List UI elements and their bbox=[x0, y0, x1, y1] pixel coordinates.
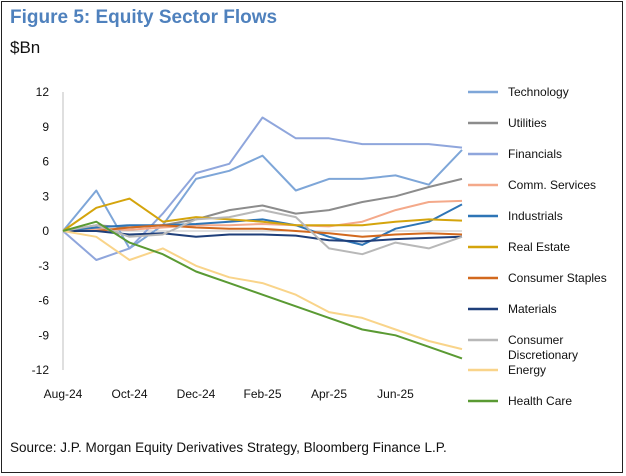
y-tick-label: -6 bbox=[38, 294, 49, 308]
legend-label: Materials bbox=[508, 302, 557, 316]
series-line-industrials bbox=[62, 203, 463, 246]
series-line-consumer-staples bbox=[63, 224, 463, 238]
x-tick-label: Dec-24 bbox=[177, 387, 216, 401]
chart-series-lines bbox=[62, 116, 463, 360]
series-line-real-estate bbox=[62, 197, 463, 232]
legend-label: Technology bbox=[508, 85, 569, 99]
legend-label: Utilities bbox=[508, 116, 547, 130]
legend-label: Energy bbox=[508, 363, 546, 377]
y-tick-label: 9 bbox=[42, 120, 49, 134]
legend-label: Comm. Services bbox=[508, 178, 596, 192]
series-line-health-care bbox=[62, 220, 463, 360]
series-line-comm-services bbox=[62, 199, 463, 232]
chart-title: Figure 5: Equity Sector Flows bbox=[10, 7, 278, 28]
series-line-financials bbox=[62, 116, 463, 261]
legend-label: Industrials bbox=[508, 209, 563, 223]
x-tick-label: Aug-24 bbox=[44, 387, 83, 401]
source-note: Source: J.P. Morgan Equity Derivatives S… bbox=[10, 440, 447, 455]
y-tick-label: -3 bbox=[38, 259, 49, 273]
x-tick-label: Jun-25 bbox=[377, 387, 414, 401]
y-tick-label: 12 bbox=[36, 85, 50, 99]
legend-label: Consumer bbox=[508, 333, 563, 347]
chart-axes: 12 9 6 3 0 -3 -6 -9 -12 Aug-24 Oct-24 Dec-24 Feb-25 A… bbox=[32, 85, 462, 401]
legend-label: Real Estate bbox=[508, 240, 570, 254]
legend-label: Financials bbox=[508, 147, 562, 161]
y-tick-label: 0 bbox=[42, 224, 49, 238]
x-tick-label: Feb-25 bbox=[243, 387, 281, 401]
y-tick-label: -12 bbox=[32, 363, 50, 377]
y-tick-label: 3 bbox=[42, 189, 49, 203]
y-tick-label: -9 bbox=[38, 328, 49, 342]
series-line-consumer-discretionary bbox=[62, 209, 463, 256]
legend-label: Consumer Staples bbox=[508, 271, 607, 285]
y-unit-label: $Bn bbox=[10, 38, 41, 57]
series-line-energy bbox=[62, 230, 463, 351]
y-tick-label: 6 bbox=[42, 155, 49, 169]
legend-label: Health Care bbox=[508, 394, 572, 408]
series-line-materials bbox=[63, 230, 463, 243]
x-tick-label: Oct-24 bbox=[111, 387, 147, 401]
chart-legend: Technology Utilities Financials Comm. Servi… bbox=[468, 85, 607, 408]
legend-label: Discretionary bbox=[508, 348, 578, 362]
x-tick-label: Apr-25 bbox=[311, 387, 347, 401]
